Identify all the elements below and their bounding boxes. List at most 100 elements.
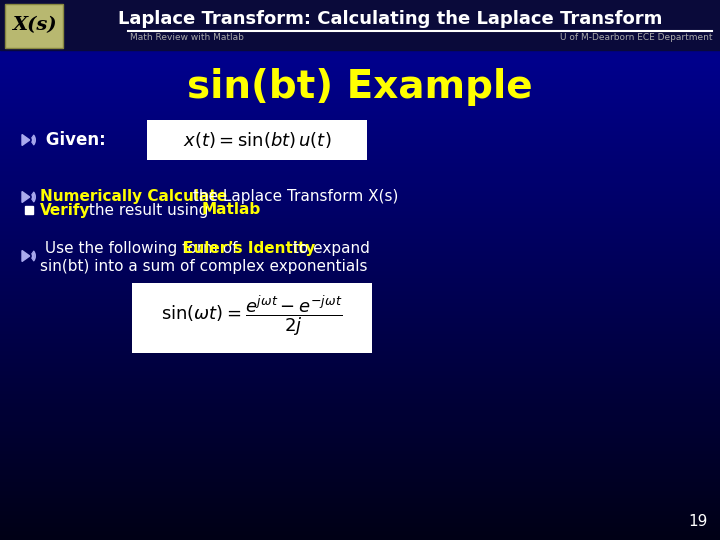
Bar bbox=[0, 179, 720, 184]
Bar bbox=[0, 96, 720, 100]
Bar bbox=[0, 232, 720, 236]
Bar bbox=[0, 295, 720, 300]
Polygon shape bbox=[22, 192, 30, 202]
Bar bbox=[0, 500, 720, 504]
Bar bbox=[0, 463, 720, 468]
Text: Matlab: Matlab bbox=[202, 202, 261, 218]
Bar bbox=[0, 491, 720, 496]
Bar bbox=[0, 159, 720, 164]
Bar bbox=[0, 116, 720, 120]
Bar bbox=[0, 195, 720, 200]
Bar bbox=[0, 240, 720, 244]
Bar bbox=[0, 267, 720, 272]
Bar bbox=[0, 411, 720, 416]
Bar bbox=[0, 372, 720, 376]
Text: X(s): X(s) bbox=[12, 16, 56, 34]
Bar bbox=[0, 0, 720, 50]
Bar bbox=[25, 206, 33, 214]
Bar bbox=[0, 420, 720, 424]
Bar bbox=[0, 127, 720, 132]
Polygon shape bbox=[22, 134, 30, 145]
Bar bbox=[0, 340, 720, 344]
Bar bbox=[0, 264, 720, 268]
Bar bbox=[0, 252, 720, 256]
Bar bbox=[0, 375, 720, 380]
Bar bbox=[0, 68, 720, 72]
Text: 19: 19 bbox=[688, 515, 708, 530]
Bar bbox=[0, 192, 720, 196]
Bar bbox=[0, 368, 720, 372]
Bar bbox=[0, 227, 720, 232]
Bar bbox=[0, 423, 720, 428]
Bar bbox=[0, 428, 720, 432]
Bar bbox=[0, 315, 720, 320]
Bar bbox=[0, 415, 720, 420]
Bar bbox=[0, 212, 720, 216]
Bar bbox=[0, 176, 720, 180]
Bar bbox=[0, 59, 720, 64]
Bar bbox=[0, 519, 720, 524]
Bar bbox=[0, 352, 720, 356]
Bar bbox=[0, 284, 720, 288]
Bar bbox=[0, 207, 720, 212]
Text: Laplace Transform: Calculating the Laplace Transform: Laplace Transform: Calculating the Lapla… bbox=[118, 10, 662, 28]
Bar bbox=[0, 348, 720, 352]
Text: the result using: the result using bbox=[84, 202, 213, 218]
Bar bbox=[0, 224, 720, 228]
Bar bbox=[0, 496, 720, 500]
Bar bbox=[0, 136, 720, 140]
Bar bbox=[0, 312, 720, 316]
Bar bbox=[0, 184, 720, 188]
Bar bbox=[0, 199, 720, 204]
Text: sin(bt) into a sum of complex exponentials: sin(bt) into a sum of complex exponentia… bbox=[40, 260, 367, 274]
Bar bbox=[0, 468, 720, 472]
Bar bbox=[0, 187, 720, 192]
Bar bbox=[0, 244, 720, 248]
Bar bbox=[0, 511, 720, 516]
Bar bbox=[0, 76, 720, 80]
Bar bbox=[0, 327, 720, 332]
Bar bbox=[0, 476, 720, 480]
Text: Numerically Calculate: Numerically Calculate bbox=[40, 190, 227, 205]
Bar bbox=[0, 91, 720, 96]
Bar bbox=[0, 247, 720, 252]
Bar bbox=[0, 380, 720, 384]
Bar bbox=[0, 71, 720, 76]
Bar bbox=[0, 303, 720, 308]
Bar bbox=[0, 124, 720, 128]
Bar bbox=[0, 84, 720, 88]
Bar bbox=[0, 355, 720, 360]
Bar bbox=[0, 152, 720, 156]
Bar bbox=[0, 388, 720, 392]
Bar bbox=[0, 260, 720, 264]
Bar bbox=[0, 408, 720, 412]
Bar bbox=[0, 360, 720, 364]
Bar bbox=[0, 99, 720, 104]
Bar bbox=[0, 132, 720, 136]
Bar bbox=[0, 64, 720, 68]
Bar bbox=[0, 460, 720, 464]
Bar bbox=[0, 139, 720, 144]
Bar bbox=[0, 144, 720, 148]
Bar bbox=[0, 164, 720, 168]
Bar bbox=[0, 335, 720, 340]
Text: Math Review with Matlab: Math Review with Matlab bbox=[130, 32, 244, 42]
Text: Verify: Verify bbox=[40, 202, 91, 218]
Bar bbox=[0, 383, 720, 388]
Bar bbox=[0, 431, 720, 436]
Bar bbox=[0, 443, 720, 448]
Bar bbox=[0, 392, 720, 396]
Bar bbox=[0, 320, 720, 324]
Text: Given:: Given: bbox=[40, 131, 106, 149]
Text: Euler’s Identity: Euler’s Identity bbox=[183, 241, 315, 256]
Bar bbox=[0, 332, 720, 336]
Bar bbox=[0, 528, 720, 532]
Bar bbox=[0, 307, 720, 312]
Bar bbox=[0, 435, 720, 440]
Bar bbox=[0, 343, 720, 348]
Bar bbox=[0, 147, 720, 152]
Bar bbox=[0, 292, 720, 296]
Bar bbox=[0, 400, 720, 404]
FancyBboxPatch shape bbox=[132, 283, 372, 353]
Bar bbox=[0, 107, 720, 112]
